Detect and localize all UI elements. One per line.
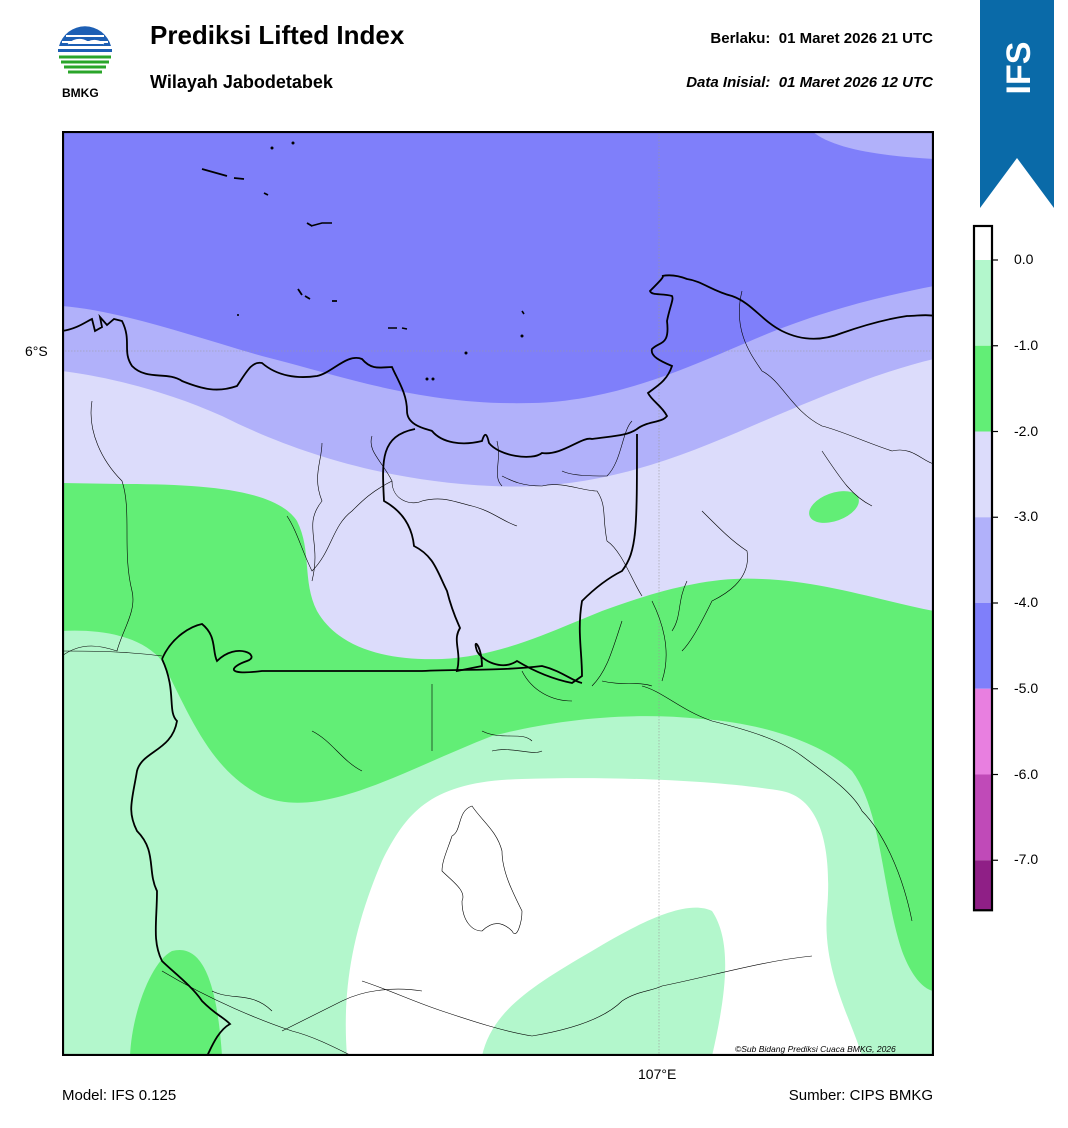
- colorbar-tick-label: 0.0: [1014, 251, 1034, 267]
- colorbar-tick-label: -7.0: [1014, 851, 1039, 868]
- legend-colorbar: 0.0 -1.0 -2.0 -3.0 -4.0 -5.0 -6.0 -7.0: [968, 224, 1058, 969]
- regency-boundaries: [62, 290, 934, 1056]
- island-dot: [425, 377, 429, 381]
- zone-li-4-5: [62, 131, 934, 404]
- colorbar-bin: [974, 345, 992, 432]
- colorbar-tick-label: -4.0: [1014, 594, 1039, 610]
- initial-time: Data Inisial: 01 Maret 2026 12 UTC: [686, 74, 933, 91]
- colorbar-bin: [974, 688, 992, 775]
- islands: [201, 168, 337, 302]
- bmkg-logo: [54, 22, 116, 84]
- island-dot: [431, 377, 435, 381]
- colorbar-tick-label: -5.0: [1014, 679, 1039, 696]
- province-boundary-banten: [130, 623, 583, 1056]
- colorbar-tick-label: -2.0: [1014, 422, 1039, 439]
- zone-li-positive: [345, 778, 863, 1056]
- province-boundary: [382, 428, 638, 684]
- lifted-index-map: [61, 130, 935, 1057]
- model-label: Model: IFS 0.125: [62, 1087, 177, 1104]
- colorbar-bin: [974, 226, 992, 260]
- valid-time: Berlaku: 01 Maret 2026 21 UTC: [710, 30, 933, 47]
- ribbon-label: IFS: [1000, 42, 1038, 95]
- map-canvas: [61, 130, 935, 1057]
- colorbar-svg: [972, 224, 998, 912]
- zone-li-0-1-south: [482, 907, 726, 1056]
- colorbar-tick-label: -6.0: [1014, 765, 1039, 782]
- zone-li-1-2-east: [809, 491, 859, 523]
- islands-outline: [237, 222, 525, 330]
- copyright: ©Sub Bidang Prediksi Cuaca BMKG, 2026: [735, 1044, 896, 1054]
- colorbar-bin: [974, 517, 992, 603]
- page-subtitle: Wilayah Jabodetabek: [150, 72, 333, 92]
- zone-li-3-4-ne: [812, 131, 934, 159]
- source-label: Sumber: CIPS BMKG: [788, 1087, 933, 1104]
- colorbar-tick-label: -3.0: [1014, 508, 1039, 525]
- colorbar-bin: [974, 774, 992, 861]
- lat-label: 6°S: [25, 343, 48, 359]
- colorbar-tick-label: -1.0: [1014, 336, 1039, 353]
- island-dot: [520, 334, 524, 338]
- island-dot: [291, 141, 295, 145]
- colorbar-bin: [974, 860, 992, 911]
- colorbar-bin: [974, 431, 992, 518]
- ifs-ribbon: IFS: [980, 0, 1054, 208]
- colorbar-frame: [972, 224, 994, 912]
- zone-li-1-2-sw: [130, 949, 222, 1056]
- island-dot: [464, 351, 468, 355]
- map-frame: [61, 130, 935, 1057]
- island-dot: [270, 146, 274, 150]
- colorbar-bin: [974, 603, 992, 689]
- coastline: [62, 274, 934, 458]
- colorbar-bin: [974, 260, 992, 346]
- page-title: Prediksi Lifted Index: [150, 20, 405, 50]
- logo-text: BMKG: [62, 86, 99, 100]
- lon-label: 107°E: [638, 1066, 677, 1082]
